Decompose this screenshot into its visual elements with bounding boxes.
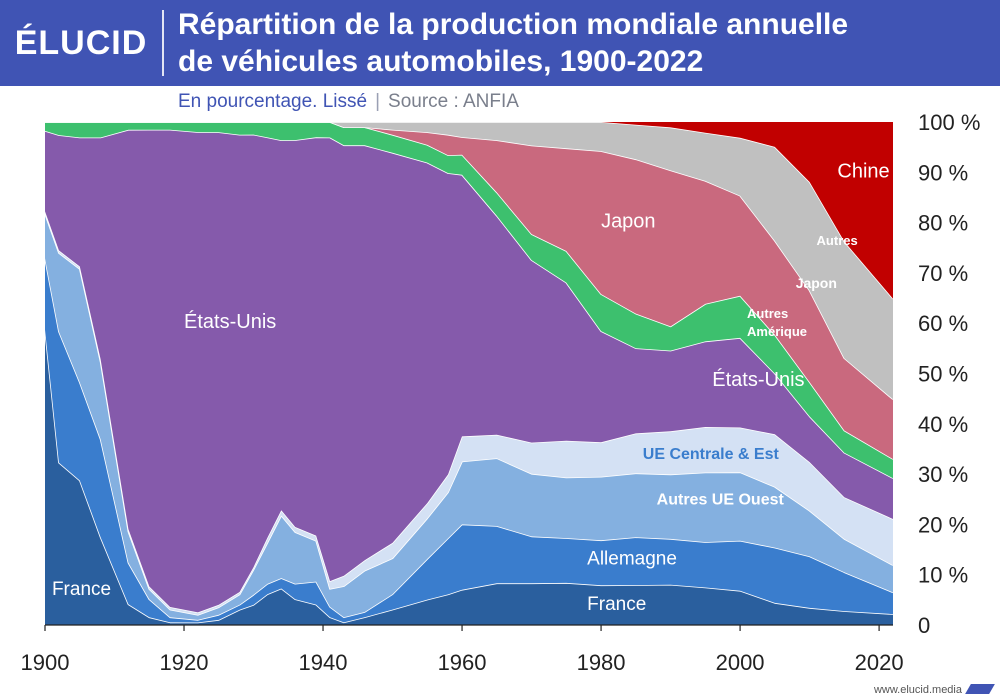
x-tick-label-1940: 1940 xyxy=(299,650,348,675)
area-allemagne xyxy=(45,258,893,623)
series-label-amerique: Amérique xyxy=(747,324,807,339)
y-tick-label-90: 90 % xyxy=(918,160,968,185)
title-line-2: de véhicules automobiles, 1900-2022 xyxy=(178,45,704,78)
series-label-japon: Japon xyxy=(796,275,837,291)
series-label-allemagne: Allemagne xyxy=(587,549,677,570)
subtitle-text: En pourcentage. Lissé xyxy=(178,91,368,112)
y-tick-label-100: 100 % xyxy=(918,110,980,135)
area-chine xyxy=(45,122,893,299)
area-japon xyxy=(45,122,893,460)
chart-subtitle: En pourcentage. Lissé | Source : ANFIA xyxy=(178,91,519,113)
y-tick-label-50: 50 % xyxy=(918,362,968,387)
series-label-autres-ue-ouest: Autres UE Ouest xyxy=(657,491,785,508)
x-tick-label-2020: 2020 xyxy=(855,650,904,675)
subtitle-separator: | xyxy=(375,91,381,112)
y-tick-label-80: 80 % xyxy=(918,211,968,236)
series-label-france: France xyxy=(587,594,646,615)
x-tick-label-1920: 1920 xyxy=(160,650,209,675)
source-text: Source : ANFIA xyxy=(388,91,519,112)
x-tick-label-1960: 1960 xyxy=(438,650,487,675)
y-tick-label-10: 10 % xyxy=(918,563,968,588)
series-label-ue-centrale-and-est: UE Centrale & Est xyxy=(643,446,780,463)
x-tick-label-2000: 2000 xyxy=(716,650,765,675)
x-tick-label-1900: 1900 xyxy=(21,650,70,675)
y-tick-label-40: 40 % xyxy=(918,412,968,437)
y-tick-label-60: 60 % xyxy=(918,311,968,336)
series-label-france: France xyxy=(52,579,111,600)
y-tick-label-20: 20 % xyxy=(918,512,968,537)
chart-title: Répartition de la production mondiale an… xyxy=(178,6,988,80)
area-etats-unis xyxy=(45,129,893,613)
y-tick-label-30: 30 % xyxy=(918,462,968,487)
series-label-japon: Japon xyxy=(601,211,656,233)
series-label-etats-unis: États-Unis xyxy=(712,368,804,391)
footer-url[interactable]: www.elucid.media xyxy=(873,684,962,696)
y-tick-label-0: 0 xyxy=(918,613,930,638)
x-tick-label-1980: 1980 xyxy=(577,650,626,675)
series-label-etats-unis: États-Unis xyxy=(184,310,276,333)
y-tick-label-70: 70 % xyxy=(918,261,968,286)
brand-logo: ÉLUCID xyxy=(14,23,148,62)
header-bar: ÉLUCID Répartition de la production mond… xyxy=(0,0,1000,86)
area-autres-ue-ouest xyxy=(45,213,893,620)
series-label-autres: Autres xyxy=(747,306,788,321)
series-label-chine: Chine xyxy=(837,160,889,182)
series-label-autres: Autres xyxy=(817,233,858,248)
header-divider xyxy=(162,10,164,76)
title-line-1: Répartition de la production mondiale an… xyxy=(178,8,849,41)
